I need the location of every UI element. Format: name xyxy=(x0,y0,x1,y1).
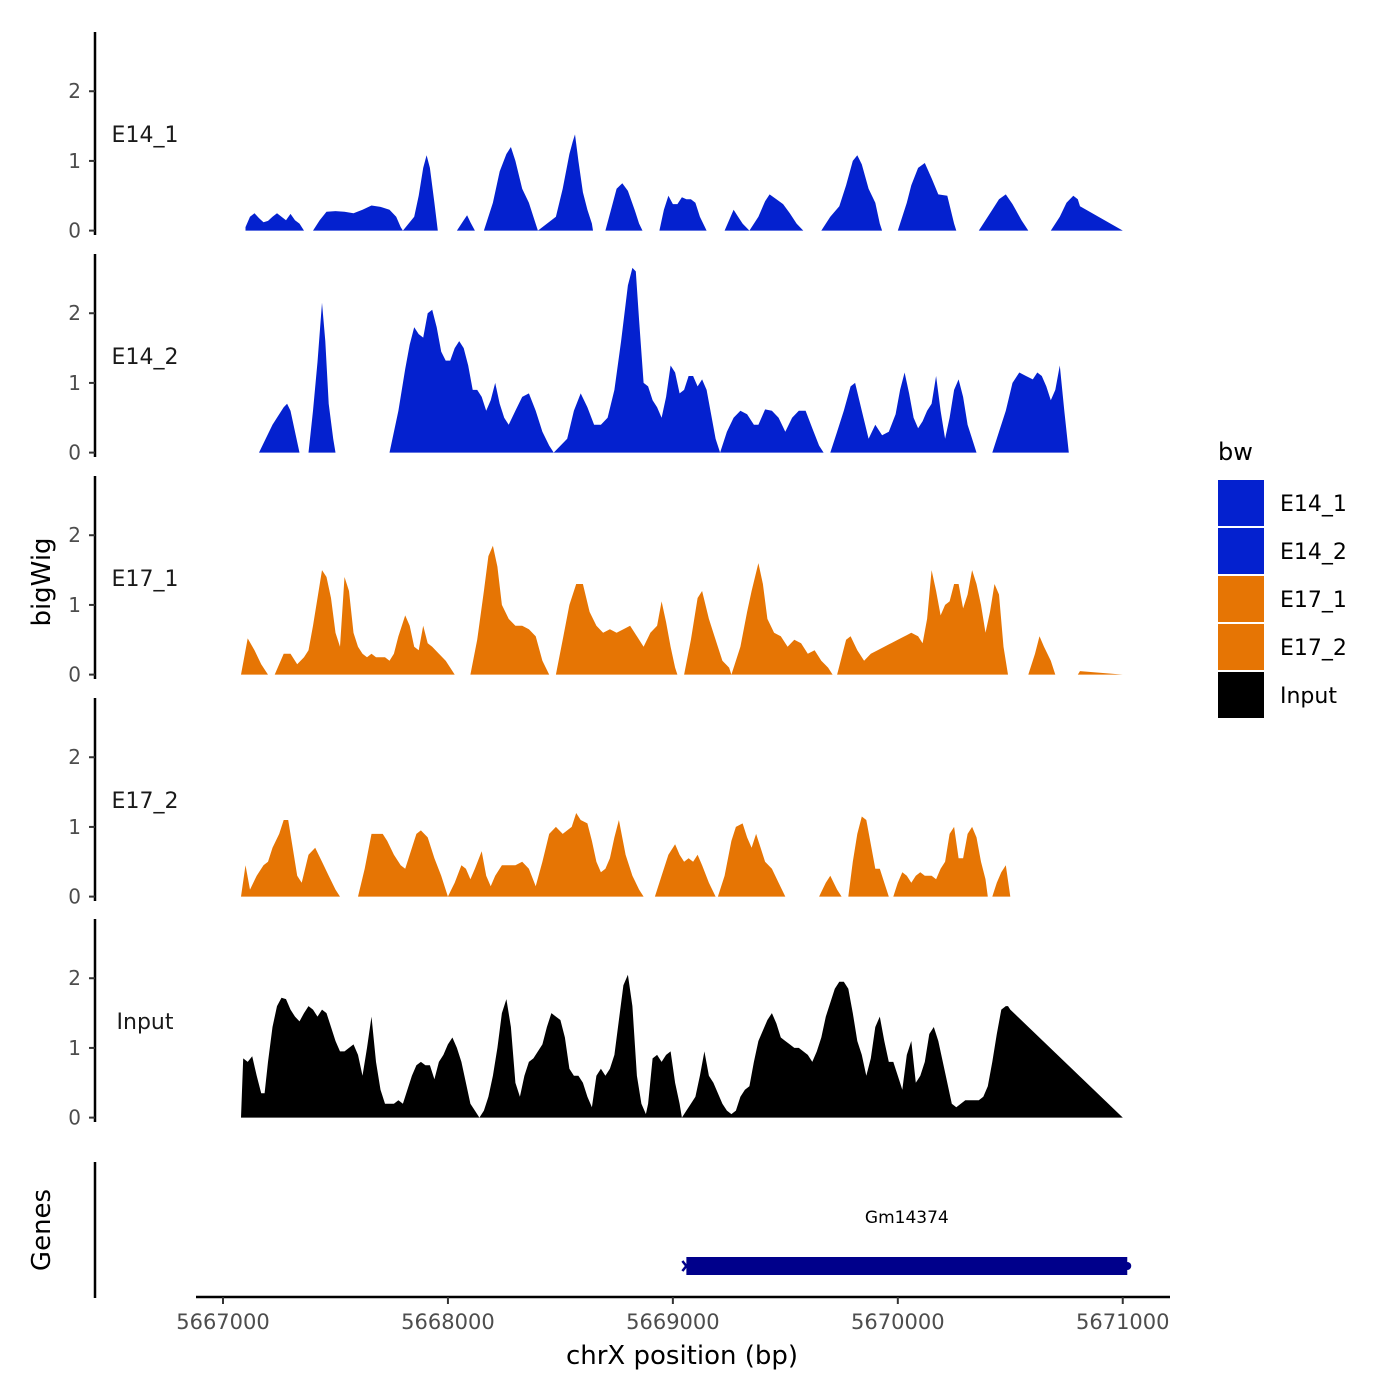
y-tick-label: 0 xyxy=(68,219,81,243)
track-panels: 0 1 2 E14_1 0 1 2 E14_2 0 1 2 E17_1 0 1 2 E17_2 0 1 2 Input xyxy=(68,32,1123,1130)
y-tick-label: 2 xyxy=(68,523,81,547)
track-label: E17_2 xyxy=(112,789,179,814)
y-tick-label: 1 xyxy=(68,371,81,395)
track-E17_2: 0 1 2 E17_2 xyxy=(68,698,1123,909)
y-tick-label: 0 xyxy=(68,885,81,909)
track-Input: 0 1 2 Input xyxy=(68,919,1123,1130)
gene-label: Gm14374 xyxy=(865,1208,949,1228)
x-tick-label: 5667000 xyxy=(176,1310,270,1334)
legend: bw E14_1 E14_2 E17_1 E17_2 Input xyxy=(1218,438,1347,718)
legend-label-E14_2: E14_2 xyxy=(1280,540,1347,565)
track-E14_1: 0 1 2 E14_1 xyxy=(68,32,1123,243)
x-axis-title: chrX position (bp) xyxy=(566,1341,798,1371)
legend-swatch-E17_1 xyxy=(1218,576,1264,622)
area-series-E17_1 xyxy=(241,545,1123,675)
track-E14_2: 0 1 2 E14_2 xyxy=(68,254,1069,465)
gene-panel: Gm14374 xyxy=(93,1162,1132,1298)
y-tick-label: 2 xyxy=(68,301,81,325)
legend-swatch-E14_2 xyxy=(1218,528,1264,574)
x-tick-label: 5670000 xyxy=(851,1310,945,1334)
y-tick-label: 0 xyxy=(68,1106,81,1130)
track-label: E17_1 xyxy=(112,567,179,592)
y-tick-label: 2 xyxy=(68,79,81,103)
track-label: E14_2 xyxy=(112,345,179,370)
legend-label-E14_1: E14_1 xyxy=(1280,492,1347,517)
legend-label-Input: Input xyxy=(1280,684,1337,709)
area-series-Input xyxy=(241,974,1123,1118)
y-tick-label: 2 xyxy=(68,966,81,990)
y-tick-label: 1 xyxy=(68,815,81,839)
x-tick-label: 5671000 xyxy=(1076,1310,1170,1334)
y-tick-label: 1 xyxy=(68,1036,81,1060)
area-series-E14_2 xyxy=(259,267,1069,453)
y-tick-label: 1 xyxy=(68,149,81,173)
x-tick-label: 5669000 xyxy=(626,1310,720,1334)
gene-end-cap xyxy=(1123,1262,1132,1270)
area-series-E17_2 xyxy=(241,813,1123,897)
area-series-E14_1 xyxy=(245,134,1123,231)
legend-label-E17_1: E17_1 xyxy=(1280,588,1347,613)
track-label: Input xyxy=(117,1010,174,1035)
y-axis-title: bigWig xyxy=(27,537,57,626)
legend-title: bw xyxy=(1218,438,1253,466)
x-tick-label: 5668000 xyxy=(401,1310,495,1334)
gene-strand-marker xyxy=(681,1260,692,1272)
genes-axis-title: Genes xyxy=(27,1189,57,1271)
legend-swatch-Input xyxy=(1218,672,1264,718)
y-tick-label: 2 xyxy=(68,745,81,769)
x-axis: 5667000 5668000 5669000 5670000 5671000 xyxy=(176,1295,1170,1334)
y-tick-label: 0 xyxy=(68,441,81,465)
gene-body xyxy=(686,1257,1128,1275)
legend-label-E17_2: E17_2 xyxy=(1280,636,1347,661)
y-tick-label: 0 xyxy=(68,663,81,687)
track-E17_1: 0 1 2 E17_1 xyxy=(68,476,1123,687)
y-tick-label: 1 xyxy=(68,593,81,617)
track-label: E14_1 xyxy=(112,123,179,148)
legend-swatch-E17_2 xyxy=(1218,624,1264,670)
legend-swatch-E14_1 xyxy=(1218,480,1264,526)
